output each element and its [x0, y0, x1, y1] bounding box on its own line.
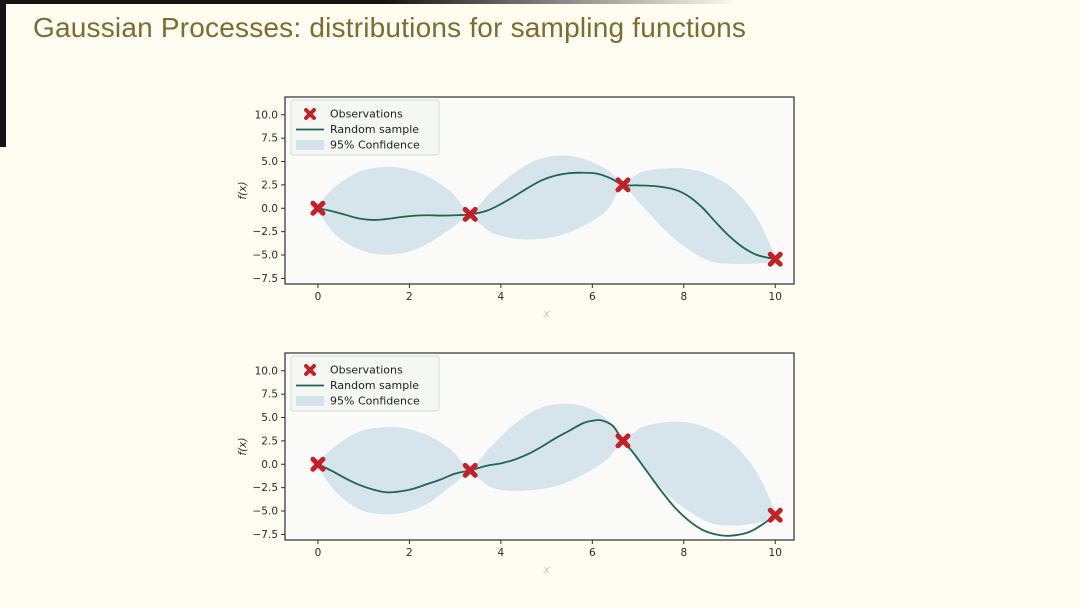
legend-box [290, 355, 440, 412]
x-tick-label: 0 [315, 547, 322, 559]
y-tick-label: 0.0 [261, 459, 278, 471]
x-tick-label: 8 [680, 547, 687, 559]
observation-marker [462, 462, 478, 478]
gp-chart-bottom: 0 2 4 6 8 10 10.0 7.5 5.0 2.5 0.0 −2.5 −5.0 −7.5 f(x) x… [230, 344, 810, 589]
x-tick-label: 10 [769, 547, 782, 559]
x-axis: 0 2 4 6 8 10 [315, 540, 782, 559]
y-tick-label: −5.0 [253, 506, 279, 518]
x-axis-label: x [542, 564, 550, 576]
confidence-band [317, 155, 776, 264]
y-tick-label: −5.0 [253, 250, 279, 262]
legend-label: 95% Confidence [330, 139, 420, 152]
observation-marker [462, 206, 478, 222]
observation-marker [767, 507, 783, 523]
legend: Observations Random sample 95% Confidence [290, 355, 440, 412]
y-tick-label: 5.0 [261, 412, 278, 424]
observation-marker [615, 433, 631, 449]
x-tick-label: 6 [589, 291, 596, 303]
legend-label: Random sample [330, 123, 419, 136]
gp-chart-top-svg: 0 2 4 6 8 10 10.0 7.5 5.0 2.5 0.0 −2.5 −5.0 −7.5 f(x) x… [237, 96, 795, 320]
observations [310, 433, 783, 523]
y-tick-label: 5.0 [261, 156, 278, 168]
x-tick-label: 0 [315, 291, 322, 303]
x-axis-label: x [542, 308, 550, 320]
legend: Observations Random sample 95% Confidence [290, 99, 440, 156]
x-tick-label: 8 [680, 291, 687, 303]
top-border [0, 0, 740, 4]
gp-chart-bottom-svg: 0 2 4 6 8 10 10.0 7.5 5.0 2.5 0.0 −2.5 −5.0 −7.5 f(x) x… [237, 352, 795, 576]
random-sample-line [317, 171, 776, 261]
y-tick-label: 2.5 [261, 179, 278, 191]
x-tick-label: 10 [769, 291, 782, 303]
legend-label: Observations [330, 108, 403, 121]
confidence-band [317, 403, 776, 526]
x-tick-label: 2 [406, 291, 413, 303]
y-tick-label: −2.5 [253, 226, 279, 238]
y-tick-label: −7.5 [253, 273, 279, 285]
gp-chart-top: 0 2 4 6 8 10 10.0 7.5 5.0 2.5 0.0 −2.5 −5.0 −7.5 f(x) x… [230, 88, 810, 333]
legend-label: 95% Confidence [330, 395, 420, 408]
y-tick-label: 2.5 [261, 435, 278, 447]
y-tick-label: −2.5 [253, 482, 279, 494]
x-tick-label: 4 [498, 547, 505, 559]
axes-spines [284, 96, 795, 285]
legend-x-marker-icon [304, 364, 316, 376]
y-tick-label: 7.5 [261, 389, 278, 401]
legend-patch-icon [296, 396, 324, 406]
y-axis: 10.0 7.5 5.0 2.5 0.0 −2.5 −5.0 −7.5 [253, 109, 285, 285]
legend-label: Observations [330, 364, 403, 377]
observation-marker [767, 251, 783, 267]
random-sample-line [317, 419, 776, 537]
y-tick-label: 0.0 [261, 203, 278, 215]
legend-x-marker-icon [304, 108, 316, 120]
y-axis: 10.0 7.5 5.0 2.5 0.0 −2.5 −5.0 −7.5 [253, 365, 285, 541]
legend-patch-icon [296, 140, 324, 150]
x-tick-label: 2 [406, 547, 413, 559]
observation-marker [310, 200, 326, 216]
y-axis-label: f(x) [237, 181, 249, 199]
observations [310, 177, 783, 267]
x-tick-label: 4 [498, 291, 505, 303]
y-axis-label: f(x) [237, 437, 249, 455]
legend-label: Random sample [330, 379, 419, 392]
slide-title: Gaussian Processes: distributions for sa… [33, 12, 747, 43]
x-tick-label: 6 [589, 547, 596, 559]
observation-marker [310, 456, 326, 472]
y-tick-label: −7.5 [253, 529, 279, 541]
y-tick-label: 7.5 [261, 133, 278, 145]
axes-spines [284, 352, 795, 541]
legend-box [290, 99, 440, 156]
y-tick-label: 10.0 [255, 109, 278, 121]
observation-marker [615, 177, 631, 193]
left-border [0, 0, 6, 147]
y-tick-label: 10.0 [255, 365, 278, 377]
x-axis: 0 2 4 6 8 10 [315, 284, 782, 303]
